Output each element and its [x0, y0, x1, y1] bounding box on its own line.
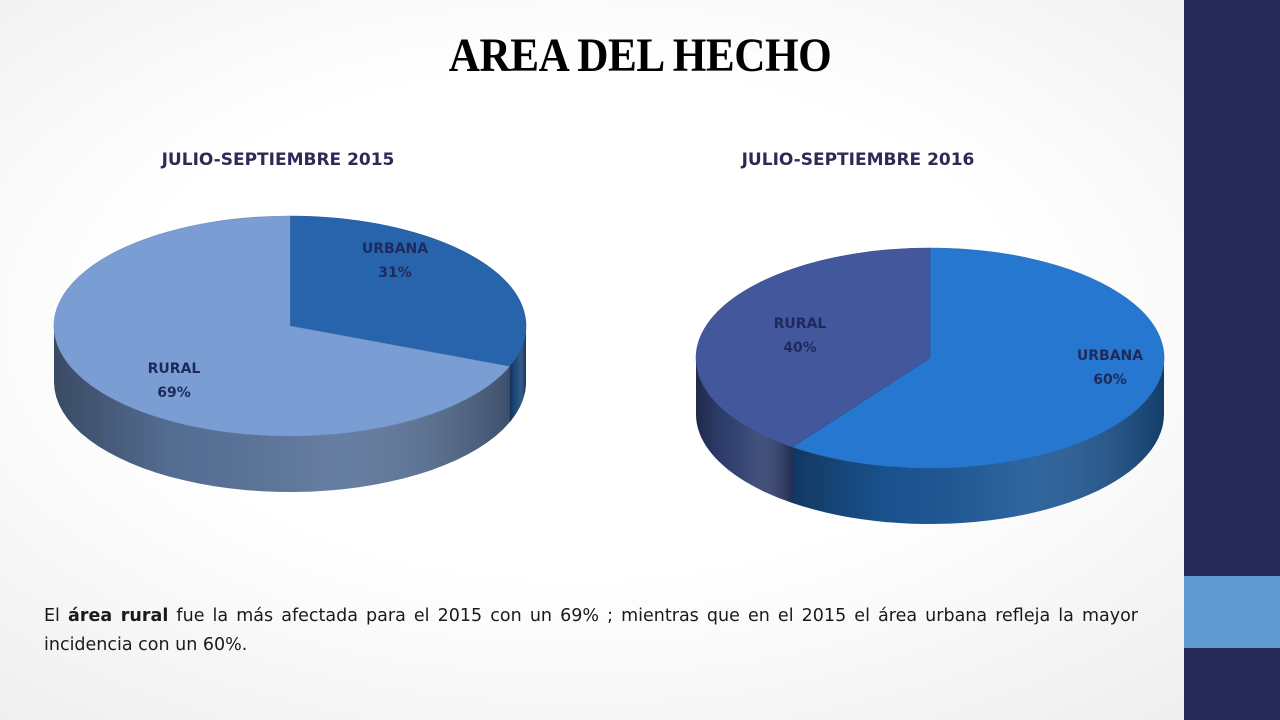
caption-text: El área rural fue la más afectada para e… — [44, 602, 1138, 660]
pie-charts: URBANA 31% RURAL 69% URBANA 60% RURAL 40% — [53, 215, 1165, 524]
pie-slice-rural — [695, 247, 931, 448]
pie-slice-urbana — [791, 247, 1165, 469]
pie-chart-2016: URBANA 60% RURAL 40% — [695, 247, 1165, 524]
pie-side-shade — [792, 358, 1164, 524]
pie-chart-2015: URBANA 31% RURAL 69% — [53, 215, 527, 492]
chart-title-2016: JULIO-SEPTIEMBRE 2016 — [741, 150, 975, 170]
pie-slice-rural — [53, 215, 510, 437]
caption-part-1: El — [44, 606, 69, 626]
slide-title: AREA DEL HECHO — [448, 29, 832, 82]
slice-value-urbana: 60% — [1093, 372, 1127, 388]
side-band-accent — [1184, 576, 1280, 648]
slice-label-rural: RURAL — [148, 361, 201, 377]
slice-value-rural: 69% — [157, 385, 191, 401]
caption-part-2: fue la más afectada para el 2015 con un … — [44, 606, 1138, 655]
pie-side-shade — [54, 326, 510, 492]
pie-slice-urbana — [289, 215, 527, 367]
pie-side-shade — [509, 326, 526, 423]
side-band-bottom — [1184, 648, 1280, 720]
slice-label-rural: RURAL — [774, 316, 827, 332]
slice-label-urbana: URBANA — [1077, 348, 1143, 364]
chart-title-2015: JULIO-SEPTIEMBRE 2015 — [161, 150, 395, 170]
caption-bold: área rural — [68, 606, 169, 626]
slice-label-urbana: URBANA — [362, 241, 428, 257]
side-band-top — [1184, 0, 1280, 576]
slice-value-rural: 40% — [783, 340, 817, 356]
slice-value-urbana: 31% — [378, 265, 412, 281]
pie-side-shade — [696, 358, 793, 503]
